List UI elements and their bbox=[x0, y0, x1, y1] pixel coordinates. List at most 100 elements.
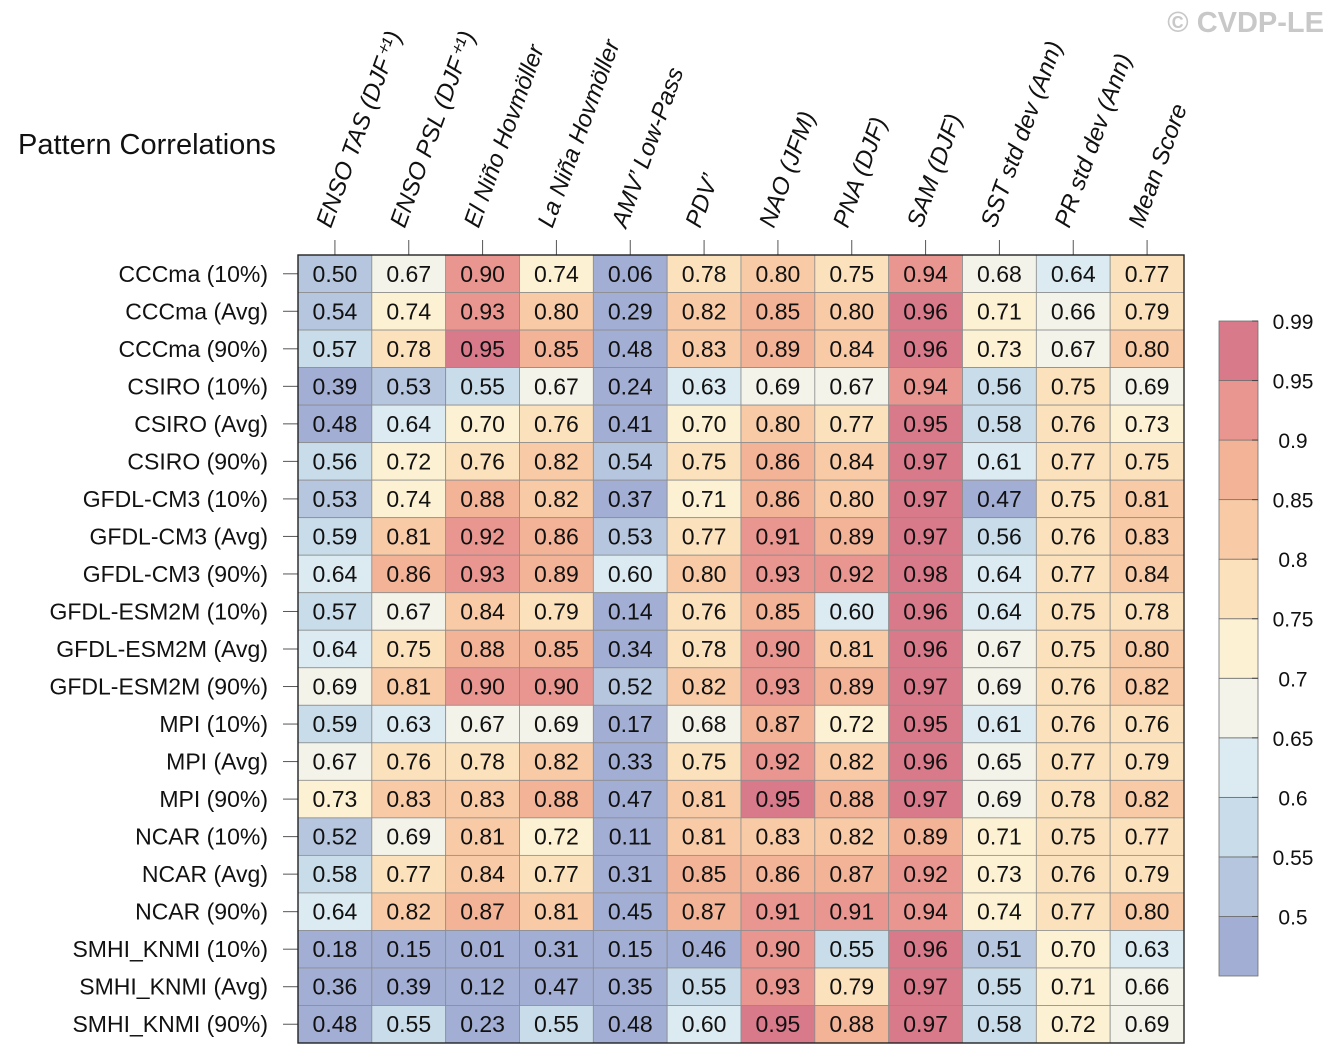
heatmap-cell bbox=[740, 892, 816, 931]
cell-value: 0.92 bbox=[829, 561, 874, 587]
heatmap-cell bbox=[371, 779, 447, 819]
heatmap-cell bbox=[1035, 704, 1111, 744]
heatmap-cell bbox=[592, 629, 668, 669]
cell-value: 0.85 bbox=[682, 861, 727, 887]
cell-value: 0.81 bbox=[829, 636, 874, 662]
heatmap-cell bbox=[445, 704, 520, 744]
cell-value: 0.74 bbox=[534, 261, 579, 287]
cell-value: 0.88 bbox=[829, 1011, 874, 1037]
cell-value: 0.56 bbox=[313, 448, 358, 474]
colorbar-swatch bbox=[1218, 916, 1259, 977]
cell-value: 0.67 bbox=[1051, 336, 1096, 362]
colorbar-tick-label: 0.75 bbox=[1273, 609, 1314, 632]
cell-value: 0.80 bbox=[829, 298, 874, 324]
heatmap-cell bbox=[666, 367, 742, 406]
heatmap-cell bbox=[888, 967, 963, 1006]
cell-value: 0.79 bbox=[1125, 749, 1170, 775]
cell-value: 0.12 bbox=[460, 974, 505, 1000]
cell-value: 0.75 bbox=[1051, 486, 1096, 512]
heatmap-cell bbox=[888, 892, 963, 931]
heatmap-cell bbox=[1035, 517, 1111, 556]
heatmap-cell bbox=[814, 1005, 890, 1044]
heatmap-cell bbox=[371, 930, 447, 969]
cell-value: 0.95 bbox=[903, 711, 948, 737]
cell-value: 0.90 bbox=[460, 674, 505, 700]
cell-value: 0.78 bbox=[386, 336, 431, 362]
cell-value: 0.55 bbox=[682, 974, 727, 1000]
heatmap-cell bbox=[962, 629, 1037, 669]
cell-value: 0.94 bbox=[903, 373, 948, 399]
cell-value: 0.84 bbox=[829, 336, 874, 362]
row-label: GFDL-CM3 (10%) bbox=[83, 486, 268, 512]
colorbar-tick-label: 0.65 bbox=[1273, 728, 1314, 751]
heatmap-cell bbox=[814, 667, 890, 706]
colorbar-swatch bbox=[1218, 439, 1259, 501]
cell-value: 0.59 bbox=[313, 523, 358, 549]
cell-value: 0.94 bbox=[903, 899, 948, 925]
cell-value: 0.71 bbox=[977, 824, 1022, 850]
cell-value: 0.81 bbox=[682, 824, 727, 850]
cell-value: 0.75 bbox=[1051, 824, 1096, 850]
cell-value: 0.85 bbox=[756, 298, 801, 324]
heatmap-cell bbox=[297, 254, 373, 293]
heatmap-cell bbox=[519, 517, 594, 556]
heatmap-cell bbox=[297, 892, 373, 931]
cell-value: 0.79 bbox=[829, 974, 874, 1000]
heatmap-cell bbox=[888, 254, 963, 293]
cell-value: 0.67 bbox=[977, 636, 1022, 662]
heatmap-cell bbox=[814, 367, 890, 406]
heatmap-cell bbox=[962, 742, 1037, 781]
row-label: GFDL-ESM2M (90%) bbox=[49, 674, 268, 700]
heatmap-cell bbox=[1109, 892, 1185, 931]
heatmap-cell bbox=[1109, 742, 1185, 781]
heatmap-cell bbox=[1109, 1005, 1185, 1044]
cell-value: 0.45 bbox=[608, 899, 653, 925]
heatmap-cell bbox=[888, 704, 963, 744]
heatmap-cell bbox=[1109, 967, 1185, 1006]
cell-value: 0.54 bbox=[608, 448, 653, 474]
cell-value: 0.60 bbox=[829, 598, 874, 624]
cell-value: 0.86 bbox=[534, 523, 579, 549]
heatmap-cell bbox=[888, 667, 963, 706]
heatmap-cell bbox=[592, 592, 668, 631]
colorbar-swatch bbox=[1218, 380, 1259, 441]
heatmap-cell bbox=[962, 704, 1037, 744]
cell-value: 0.77 bbox=[534, 861, 579, 887]
row-label: SMHI_KNMI (Avg) bbox=[79, 974, 268, 1000]
heatmap-cell bbox=[888, 517, 963, 556]
heatmap-cell bbox=[1035, 1005, 1111, 1044]
cell-value: 0.67 bbox=[829, 373, 874, 399]
heatmap-cell bbox=[740, 817, 816, 856]
heatmap-cell bbox=[297, 592, 373, 631]
heatmap-cell bbox=[519, 404, 594, 444]
cell-value: 0.77 bbox=[1051, 899, 1096, 925]
cell-value: 0.48 bbox=[313, 411, 358, 437]
cell-value: 0.64 bbox=[977, 561, 1022, 587]
cell-value: 0.82 bbox=[534, 749, 579, 775]
cell-value: 0.95 bbox=[903, 411, 948, 437]
heatmap-cell bbox=[519, 592, 594, 631]
cell-value: 0.31 bbox=[534, 936, 579, 962]
cell-value: 0.77 bbox=[1125, 261, 1170, 287]
heatmap-cell bbox=[888, 367, 963, 406]
heatmap-cell bbox=[814, 704, 890, 744]
cell-value: 0.78 bbox=[1051, 786, 1096, 812]
row-label: CCCma (90%) bbox=[118, 336, 268, 362]
cell-value: 0.64 bbox=[977, 598, 1022, 624]
cell-value: 0.83 bbox=[1125, 523, 1170, 549]
cell-value: 0.90 bbox=[460, 261, 505, 287]
cell-value: 0.64 bbox=[1051, 261, 1096, 287]
cell-value: 0.86 bbox=[756, 486, 801, 512]
cell-value: 0.58 bbox=[977, 1011, 1022, 1037]
cell-value: 0.93 bbox=[756, 974, 801, 1000]
column-header: PDV’ bbox=[680, 170, 724, 231]
colorbar-swatch bbox=[1218, 856, 1259, 917]
colorbar-tick-label: 0.55 bbox=[1273, 847, 1314, 870]
cell-value: 0.75 bbox=[1051, 598, 1096, 624]
cell-value: 0.73 bbox=[313, 786, 358, 812]
cell-value: 0.85 bbox=[534, 336, 579, 362]
heatmap-cell bbox=[371, 742, 447, 781]
cell-value: 0.96 bbox=[903, 336, 948, 362]
cell-value: 0.97 bbox=[903, 1011, 948, 1037]
heatmap-cell bbox=[297, 292, 373, 331]
